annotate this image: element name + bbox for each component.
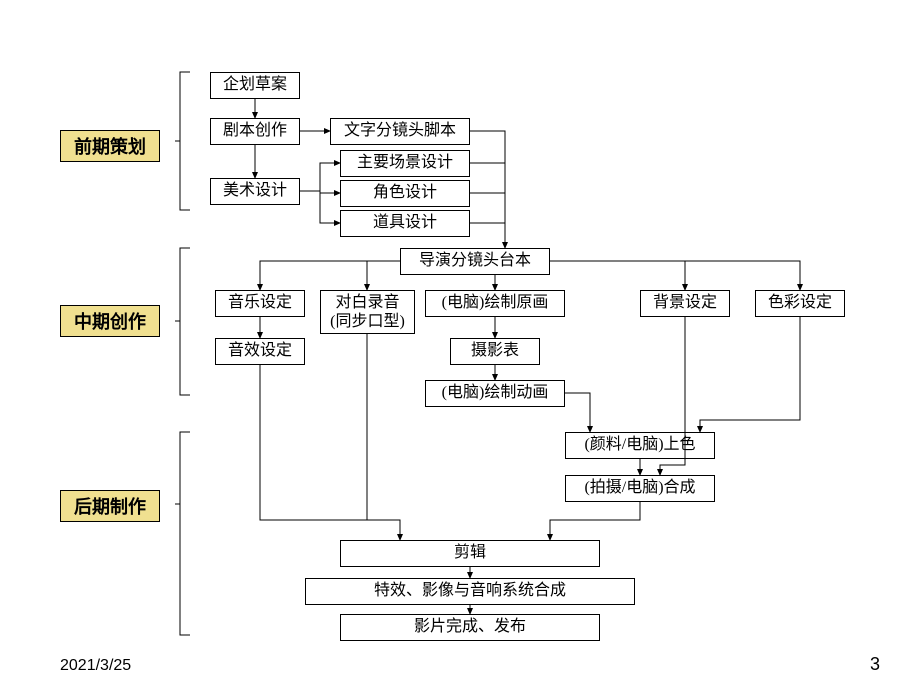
node-storyboard: 导演分镜头台本: [400, 248, 550, 275]
node-script: 剧本创作: [210, 118, 300, 145]
stage-label-mid: 中期创作: [60, 305, 160, 337]
node-edit: 剪辑: [340, 540, 600, 567]
stage-label-post: 后期制作: [60, 490, 160, 522]
footer-page: 3: [870, 654, 880, 675]
node-prop: 道具设计: [340, 210, 470, 237]
stage-label-pre: 前期策划: [60, 130, 160, 162]
node-role: 角色设计: [340, 180, 470, 207]
footer-date: 2021/3/25: [60, 657, 131, 675]
node-artdesign: 美术设计: [210, 178, 300, 205]
node-composite: (拍摄/电脑)合成: [565, 475, 715, 502]
node-textboard: 文字分镜头脚本: [330, 118, 470, 145]
node-release: 影片完成、发布: [340, 614, 600, 641]
node-scene: 主要场景设计: [340, 150, 470, 177]
node-sfx: 音效设定: [215, 338, 305, 365]
node-bg: 背景设定: [640, 290, 730, 317]
node-finalfx: 特效、影像与音响系统合成: [305, 578, 635, 605]
node-xsheet: 摄影表: [450, 338, 540, 365]
node-paint: (颜料/电脑)上色: [565, 432, 715, 459]
node-plan: 企划草案: [210, 72, 300, 99]
node-douga: (电脑)绘制动画: [425, 380, 565, 407]
node-music: 音乐设定: [215, 290, 305, 317]
node-dub: 对白录音(同步口型): [320, 290, 415, 334]
node-genga: (电脑)绘制原画: [425, 290, 565, 317]
node-color: 色彩设定: [755, 290, 845, 317]
